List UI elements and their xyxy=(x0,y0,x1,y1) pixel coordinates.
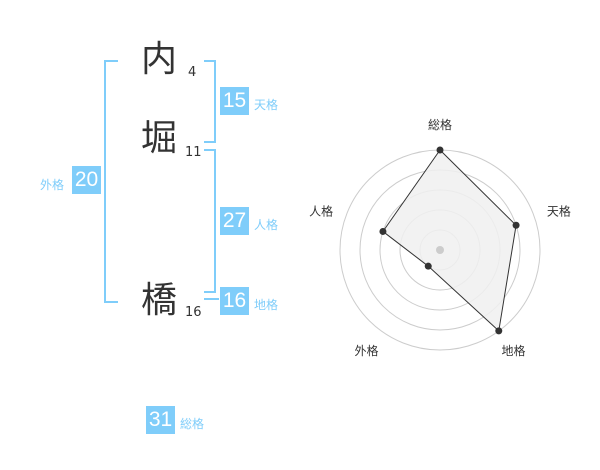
radar-axis-label: 人格 xyxy=(309,203,333,218)
radar-axis-label: 地格 xyxy=(501,343,525,358)
name-char-1: 内 xyxy=(141,39,178,80)
soukaku-value: 31 xyxy=(146,406,175,434)
name-char-3: 橋 xyxy=(141,280,178,321)
radar-center-dot xyxy=(436,246,444,254)
radar-point xyxy=(436,146,444,154)
tenkaku-label: 天格 xyxy=(254,98,279,112)
chikaku-label: 地格 xyxy=(254,298,279,312)
radar-area xyxy=(382,149,517,332)
radar-axis-label: 天格 xyxy=(547,203,571,218)
radar-point xyxy=(424,262,432,270)
jinkaku-label: 人格 xyxy=(254,218,279,232)
jinkaku-bracket xyxy=(204,149,216,293)
tenkaku-value: 15 xyxy=(220,87,249,115)
radar-axis-label: 外格 xyxy=(355,343,379,358)
tenkaku-bracket xyxy=(204,60,216,143)
chikaku-connector xyxy=(204,298,219,300)
gaikaku-value: 20 xyxy=(72,166,101,194)
jinkaku-value: 27 xyxy=(220,207,249,235)
soukaku-label: 総格 xyxy=(180,417,205,431)
stroke-count-1: 4 xyxy=(188,65,197,80)
stroke-count-2: 11 xyxy=(185,145,202,160)
radar-point xyxy=(379,227,387,235)
name-char-2: 堀 xyxy=(141,118,178,159)
gaikaku-label: 外格 xyxy=(40,178,65,192)
radar-point xyxy=(512,221,520,229)
radar-axis-label: 総格 xyxy=(428,117,452,132)
gaikaku-bracket xyxy=(104,60,118,303)
chikaku-value: 16 xyxy=(220,287,249,315)
stroke-count-3: 16 xyxy=(185,305,202,320)
radar-point xyxy=(495,327,503,335)
